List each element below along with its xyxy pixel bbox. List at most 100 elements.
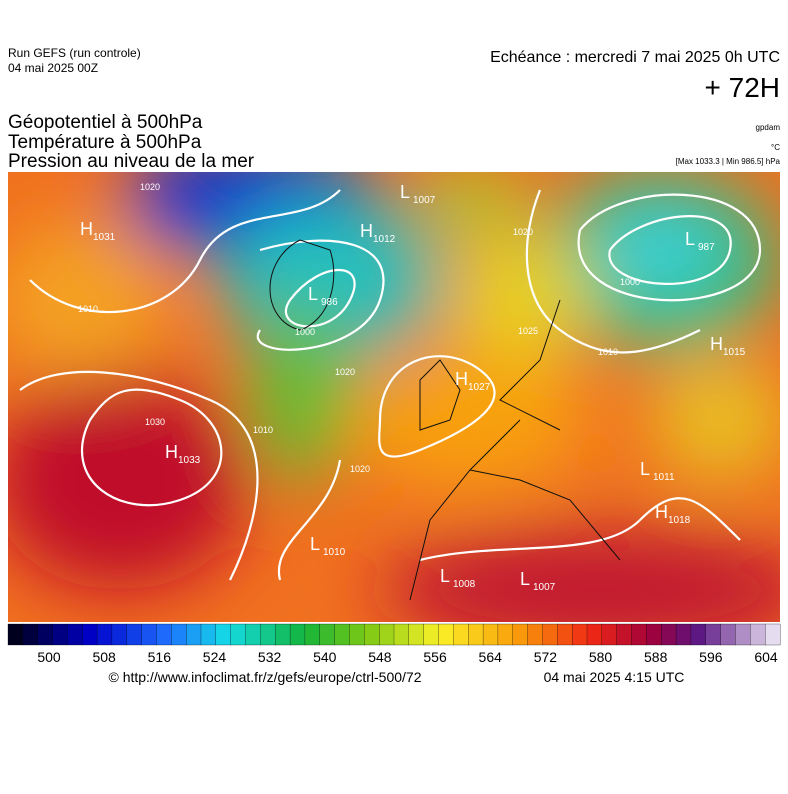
colorbar-swatch [275, 623, 291, 646]
colorbar-swatch [245, 623, 261, 646]
colorbar-swatch [631, 623, 647, 646]
pressure-center: L 987 [685, 229, 715, 253]
map [8, 172, 780, 622]
pressure-type: L [400, 182, 410, 202]
colorbar-swatch [52, 623, 68, 646]
colorbar-swatch [37, 623, 53, 646]
pressure-center: H 1015 [710, 334, 746, 358]
pressure-type: H [165, 442, 178, 462]
colorbar-tick-label: 508 [92, 649, 116, 665]
colorbar-tick-label: 524 [203, 649, 227, 665]
pressure-value: 1008 [453, 579, 476, 590]
colorbar-swatch [22, 623, 39, 646]
colorbar-swatch [690, 623, 707, 646]
footer-time: 04 mai 2025 4:15 UTC [544, 669, 685, 685]
colorbar-swatch [735, 623, 751, 646]
colorbar-swatch [646, 623, 662, 646]
pressure-value: 1012 [373, 234, 396, 245]
colorbar-swatch [512, 623, 529, 646]
colorbar-swatch [393, 623, 410, 646]
pressure-type: L [640, 459, 650, 479]
pressure-center: L 1007 [400, 182, 436, 206]
pressure-type: H [710, 334, 723, 354]
colorbar-tick-label: 548 [368, 649, 392, 665]
colorbar-swatch [557, 623, 573, 646]
colorbar-swatch [334, 623, 350, 646]
isobar-label: 1020 [140, 182, 160, 192]
colorbar-swatch [572, 623, 588, 646]
colorbar: 500 508 516 524 532 540 548 556 564 572 580 588 596 6… [7, 623, 781, 665]
colorbar-tick-label: 580 [589, 649, 613, 665]
isobar-label: 1020 [350, 464, 370, 474]
colorbar-swatch [616, 623, 632, 646]
colorbar-swatch [186, 623, 202, 646]
colorbar-swatch [765, 623, 781, 646]
colorbar-swatch [720, 623, 736, 646]
colorbar-swatch [141, 623, 157, 646]
isobar-label: 1025 [518, 326, 538, 336]
unit-3: [Max 1033.3 | Min 986.5] hPa [676, 157, 781, 166]
title-1: Géopotentiel à 500hPa [8, 112, 203, 133]
pressure-center: H 1033 [165, 442, 201, 466]
colorbar-swatch [705, 623, 722, 646]
colorbar-swatch [304, 623, 321, 646]
pressure-value: 1011 [653, 472, 675, 483]
colorbar-tick-label: 556 [423, 649, 447, 665]
isobar-label: 1000 [620, 277, 640, 287]
colorbar-swatch [111, 623, 128, 646]
colorbar-swatch [750, 623, 766, 646]
colorbar-tick-label: 596 [699, 649, 723, 665]
isobar-label: 1010 [598, 347, 618, 357]
colorbar-swatch [497, 623, 514, 646]
pressure-value: 1018 [668, 515, 691, 526]
colorbar-tick-label: 604 [754, 649, 778, 665]
colorbar-swatch [468, 623, 484, 646]
pressure-type: L [440, 566, 450, 586]
pressure-value: 1010 [323, 547, 346, 558]
colorbar-tick-label: 564 [479, 649, 503, 665]
pressure-type: L [685, 229, 695, 249]
isobar-label: 1030 [145, 417, 165, 427]
colorbar-swatch [349, 623, 365, 646]
echeance: Echéance : mercredi 7 mai 2025 0h UTC [490, 49, 780, 66]
pressure-type: H [655, 502, 668, 522]
pressure-center: L 1008 [440, 566, 476, 590]
pressure-center: H 1031 [80, 219, 116, 243]
isobar-label: 1010 [78, 304, 98, 314]
isobar-label: 1000 [295, 327, 315, 337]
colorbar-swatch [423, 623, 439, 646]
title-2: Température à 500hPa [8, 132, 202, 153]
pressure-center: H 1018 [655, 502, 691, 526]
colorbar-swatch [364, 623, 380, 646]
colorbar-swatch [82, 623, 98, 646]
unit-1: gpdam [756, 123, 781, 132]
colorbar-swatch [96, 623, 113, 646]
colorbar-swatch [156, 623, 172, 646]
colorbar-tick-label: 516 [148, 649, 172, 665]
pressure-type: L [310, 534, 320, 554]
unit-2: °C [771, 143, 780, 152]
colorbar-swatch [453, 623, 469, 646]
colorbar-swatch [601, 623, 618, 646]
colorbar-tick-label: 540 [313, 649, 337, 665]
colorbar-swatch [289, 623, 306, 646]
colorbar-swatch [675, 623, 692, 646]
pressure-value: 987 [698, 242, 715, 253]
colorbar-swatch [482, 623, 499, 646]
footer-source: © http://www.infoclimat.fr/z/gefs/europe… [108, 669, 421, 685]
pressure-value: 1015 [723, 347, 746, 358]
pressure-type: H [80, 219, 93, 239]
colorbar-swatch [7, 623, 24, 646]
pressure-type: L [308, 284, 318, 304]
pressure-center: L 1010 [310, 534, 346, 558]
pressure-center: L 1007 [520, 569, 556, 593]
colorbar-swatch [586, 623, 603, 646]
pressure-center: H 1012 [360, 221, 396, 245]
pressure-type: H [360, 221, 373, 241]
colorbar-tick-label: 588 [644, 649, 668, 665]
pressure-center: L 986 [308, 284, 338, 308]
colorbar-swatch [661, 623, 677, 646]
pressure-type: H [455, 369, 468, 389]
colorbar-tick-label: 500 [37, 649, 61, 665]
pressure-center: H 1027 [455, 369, 491, 393]
